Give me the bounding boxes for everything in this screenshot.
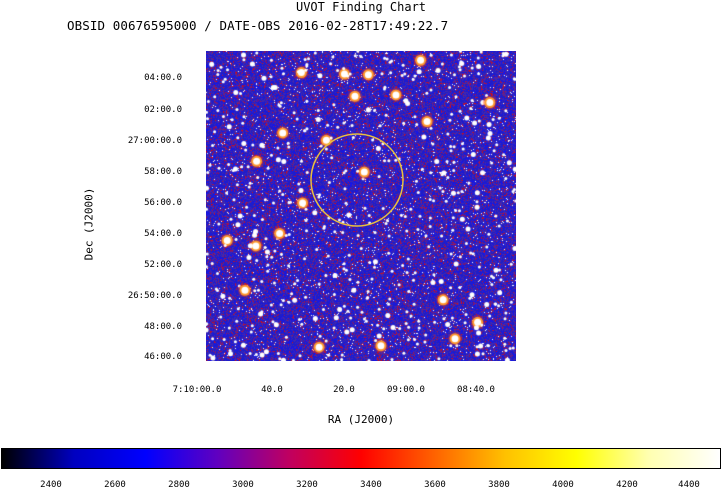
- chart-subtitle: OBSID 00676595000 / DATE-OBS 2016-02-28T…: [67, 18, 449, 33]
- colorbar-tick-label: 3200: [296, 480, 318, 490]
- dec-tick-label: 46:00.0: [144, 352, 182, 362]
- colorbar-tick-label: 3800: [488, 480, 510, 490]
- colorbar-tick-label: 2400: [40, 480, 62, 490]
- colorbar-tick-label: 3600: [424, 480, 446, 490]
- ra-tick-label: 08:40.0: [457, 385, 495, 395]
- dec-tick-label: 27:00:00.0: [127, 136, 182, 146]
- colorbar-tick-label: 4200: [616, 480, 638, 490]
- ra-axis-label: RA (J2000): [327, 413, 395, 426]
- dec-tick-label: 58:00.0: [144, 167, 182, 177]
- chart-title: UVOT Finding Chart: [295, 0, 427, 14]
- dec-tick-label: 56:00.0: [144, 198, 182, 208]
- dec-tick-label: 02:00.0: [144, 105, 182, 115]
- colorbar-tick-label: 4400: [678, 480, 700, 490]
- dec-tick-label: 48:00.0: [144, 322, 182, 332]
- dec-tick-label: 52:00.0: [144, 260, 182, 270]
- dec-tick-label: 26:50:00.0: [127, 291, 182, 301]
- ra-tick-label: 40.0: [261, 385, 283, 395]
- colorbar-tick-label: 2600: [104, 480, 126, 490]
- ra-tick-label: 20.0: [333, 385, 355, 395]
- colorbar-tick-label: 2800: [168, 480, 190, 490]
- colorbar-tick-label: 4000: [552, 480, 574, 490]
- sky-image[interactable]: [206, 51, 516, 361]
- ra-tick-label: 09:00.0: [387, 385, 425, 395]
- ra-tick-label: 7:10:00.0: [172, 385, 222, 395]
- dec-axis-label: Dec (J2000): [82, 187, 96, 261]
- colorbar: [1, 448, 721, 469]
- dec-tick-label: 54:00.0: [144, 229, 182, 239]
- sky-image-canvas: [206, 51, 516, 361]
- dec-tick-label: 04:00.0: [144, 73, 182, 83]
- colorbar-tick-label: 3000: [232, 480, 254, 490]
- colorbar-tick-label: 3400: [360, 480, 382, 490]
